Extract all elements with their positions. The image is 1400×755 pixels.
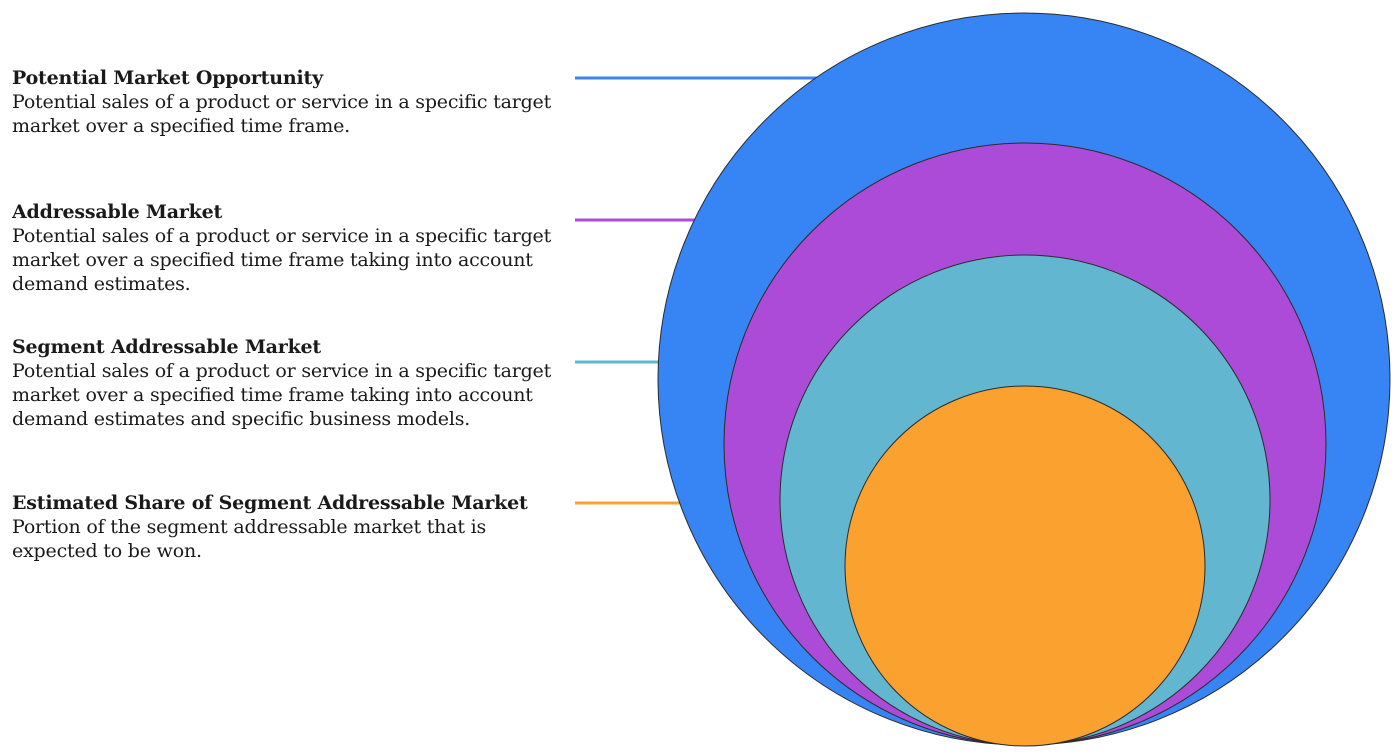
label-title: Estimated Share of Segment Addressable M…	[12, 492, 528, 514]
label-potential-market-opportunity: Potential Market Opportunity Potential s…	[12, 66, 572, 138]
label-description: Portion of the segment addressable marke…	[12, 516, 487, 562]
label-segment-addressable-market: Segment Addressable Market Potential sal…	[12, 335, 572, 431]
label-description: Potential sales of a product or service …	[12, 91, 552, 137]
circle-estimated-share	[844, 385, 1206, 747]
label-description: Potential sales of a product or service …	[12, 225, 552, 295]
label-title: Addressable Market	[12, 201, 223, 223]
label-addressable-market: Addressable Market Potential sales of a …	[12, 200, 572, 296]
label-title: Segment Addressable Market	[12, 336, 321, 358]
label-estimated-share-of-segment-addressable-market: Estimated Share of Segment Addressable M…	[12, 491, 572, 563]
label-title: Potential Market Opportunity	[12, 67, 323, 89]
label-description: Potential sales of a product or service …	[12, 360, 552, 430]
